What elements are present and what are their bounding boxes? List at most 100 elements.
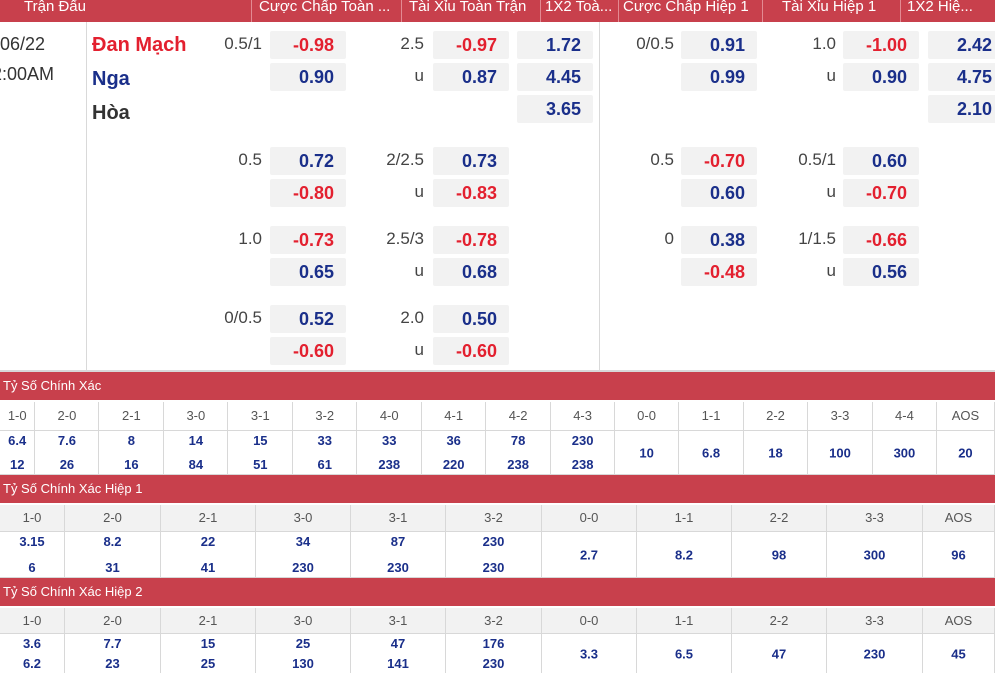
odds-button[interactable]: 0.38 (681, 226, 757, 254)
odds-button[interactable]: 0.68 (433, 258, 509, 286)
score-odds-cell[interactable]: 36 220 (422, 431, 487, 474)
score-odds-cell[interactable]: 230 230 (446, 532, 542, 577)
score-odds-value[interactable]: 31 (105, 560, 120, 575)
score-odds-value[interactable]: 34 (295, 534, 311, 549)
odds-button-1x2-home[interactable]: 1.72 (517, 31, 593, 59)
odds-button[interactable]: -0.60 (270, 337, 346, 365)
odds-button[interactable]: 0.50 (433, 305, 509, 333)
score-odds-value[interactable]: 18 (768, 445, 783, 460)
score-odds-value[interactable]: 230 (292, 560, 314, 575)
score-odds-value[interactable]: 51 (253, 457, 268, 472)
score-odds-value[interactable]: 230 (482, 656, 505, 671)
score-odds-value[interactable]: 33 (317, 433, 332, 448)
score-odds-value[interactable]: 300 (893, 445, 916, 460)
score-odds-cell[interactable]: 100 (808, 431, 873, 474)
odds-button[interactable]: 0.99 (681, 63, 757, 91)
score-odds-value[interactable]: 230 (571, 433, 594, 448)
score-odds-cell[interactable]: 3.15 6 (0, 532, 65, 577)
score-odds-value[interactable]: 84 (188, 457, 204, 472)
score-odds-value[interactable]: 230 (482, 560, 505, 575)
score-odds-value[interactable]: 61 (317, 457, 332, 472)
section-title-exact-score-h1[interactable]: Tỷ Số Chính Xác Hiệp 1 (0, 475, 995, 503)
odds-button[interactable]: 0.56 (843, 258, 919, 286)
score-odds-value[interactable]: 6.4 (8, 433, 27, 448)
score-odds-value[interactable]: 2.7 (579, 547, 599, 562)
score-odds-value[interactable]: 7.7 (103, 636, 122, 651)
score-odds-value[interactable]: 14 (188, 433, 204, 448)
score-odds-value[interactable]: 15 (200, 636, 216, 651)
home-team[interactable]: Đan Mạch (92, 34, 187, 56)
score-odds-value[interactable]: 8 (127, 433, 135, 448)
odds-button[interactable]: -0.48 (681, 258, 757, 286)
score-odds-value[interactable]: 98 (771, 547, 787, 562)
score-odds-value[interactable]: 25 (295, 636, 311, 651)
header-1x2-full[interactable]: 1X2 Toà... (545, 0, 613, 15)
score-odds-value[interactable]: 10 (639, 445, 654, 460)
score-odds-cell[interactable]: 7.7 23 (65, 634, 161, 673)
score-odds-cell[interactable]: 15 51 (228, 431, 294, 474)
score-odds-cell[interactable]: 25 130 (256, 634, 351, 673)
odds-button[interactable]: 0.60 (681, 179, 757, 207)
odds-button[interactable]: 0.52 (270, 305, 346, 333)
score-odds-value[interactable]: 45 (951, 646, 966, 661)
header-ou-h1[interactable]: Tài Xỉu Hiệp 1 (782, 0, 877, 15)
odds-button[interactable]: -0.83 (433, 179, 509, 207)
odds-button[interactable]: -0.80 (270, 179, 346, 207)
score-odds-cell[interactable]: 300 (873, 431, 937, 474)
score-odds-value[interactable]: 96 (951, 547, 966, 562)
odds-button-h1-1x2-home[interactable]: 2.42 (928, 31, 995, 59)
score-odds-value[interactable]: 20 (958, 445, 973, 460)
score-odds-cell[interactable]: 33 61 (293, 431, 358, 474)
odds-button[interactable]: -0.98 (270, 31, 346, 59)
odds-button-h1-1x2-draw[interactable]: 2.10 (928, 95, 995, 123)
score-odds-value[interactable]: 238 (507, 457, 529, 472)
score-odds-cell[interactable]: 47 141 (351, 634, 446, 673)
odds-button[interactable]: -0.70 (681, 147, 757, 175)
score-odds-value[interactable]: 8.2 (674, 547, 694, 562)
score-odds-value[interactable]: 130 (292, 656, 314, 671)
score-odds-value[interactable]: 16 (124, 457, 139, 472)
score-odds-cell[interactable]: 98 (732, 532, 827, 577)
score-odds-value[interactable]: 47 (771, 646, 787, 661)
score-odds-cell[interactable]: 176 230 (446, 634, 542, 673)
score-odds-value[interactable]: 6.2 (22, 656, 42, 671)
score-odds-cell[interactable]: 6.4 12 (0, 431, 36, 474)
odds-button[interactable]: 0.73 (433, 147, 509, 175)
score-odds-value[interactable]: 3.15 (19, 534, 45, 549)
score-odds-value[interactable]: 300 (863, 547, 886, 562)
score-odds-value[interactable]: 23 (105, 656, 120, 671)
odds-button[interactable]: -0.60 (433, 337, 509, 365)
score-odds-cell[interactable]: 6.8 (679, 431, 745, 474)
score-odds-cell[interactable]: 22 41 (161, 532, 256, 577)
odds-button[interactable]: 0.91 (681, 31, 757, 59)
score-odds-cell[interactable]: 78 238 (486, 431, 552, 474)
score-odds-cell[interactable]: 96 (923, 532, 995, 577)
header-hdp-h1[interactable]: Cược Chấp Hiệp 1 (623, 0, 749, 15)
score-odds-cell[interactable]: 10 (615, 431, 680, 474)
score-odds-value[interactable]: 238 (571, 457, 594, 472)
score-odds-value[interactable]: 41 (200, 560, 216, 575)
score-odds-value[interactable]: 26 (59, 457, 75, 472)
score-odds-value[interactable]: 230 (387, 560, 409, 575)
odds-button-1x2-away[interactable]: 4.45 (517, 63, 593, 91)
score-odds-value[interactable]: 6 (28, 560, 36, 575)
score-odds-value[interactable]: 100 (829, 445, 851, 460)
score-odds-cell[interactable]: 47 (732, 634, 827, 673)
score-odds-value[interactable]: 33 (381, 433, 397, 448)
score-odds-value[interactable]: 8.2 (103, 534, 122, 549)
score-odds-value[interactable]: 3.3 (579, 646, 599, 661)
score-odds-cell[interactable]: 87 230 (351, 532, 446, 577)
score-odds-cell[interactable]: 230 238 (551, 431, 616, 474)
odds-button[interactable]: -0.66 (843, 226, 919, 254)
score-odds-cell[interactable]: 6.5 (637, 634, 732, 673)
odds-button-h1-1x2-away[interactable]: 4.75 (928, 63, 995, 91)
score-odds-value[interactable]: 6.8 (702, 445, 721, 460)
score-odds-cell[interactable]: 45 (923, 634, 995, 673)
score-odds-cell[interactable]: 3.6 6.2 (0, 634, 65, 673)
score-odds-value[interactable]: 12 (9, 457, 25, 472)
header-ou-full[interactable]: Tài Xỉu Toàn Trận (409, 0, 527, 15)
score-odds-cell[interactable]: 8.2 31 (65, 532, 161, 577)
score-odds-value[interactable]: 230 (482, 534, 505, 549)
score-odds-cell[interactable]: 20 (937, 431, 995, 474)
header-1x2-h1[interactable]: 1X2 Hiệ... (907, 0, 973, 15)
